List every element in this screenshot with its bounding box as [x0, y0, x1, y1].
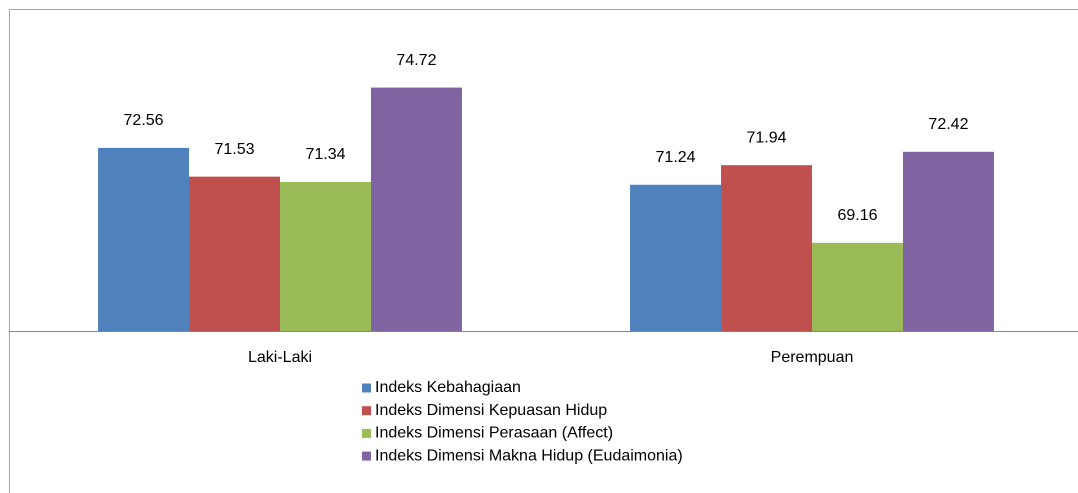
bar	[902, 151, 994, 331]
value-label: 71.24	[656, 149, 696, 166]
bar	[189, 176, 280, 331]
value-label: 74.72	[396, 52, 436, 69]
legend-swatch	[362, 428, 371, 438]
value-label: 69.16	[837, 207, 877, 224]
bar	[812, 242, 903, 331]
legend-label: Indeks Kebahagiaan	[375, 379, 521, 396]
value-label: 71.53	[214, 141, 254, 158]
legend-label: Indeks Dimensi Kepuasan Hidup	[375, 402, 607, 419]
bar	[280, 181, 371, 331]
value-label: 72.56	[124, 112, 164, 129]
value-label: 71.94	[746, 129, 786, 146]
legend-label: Indeks Dimensi Makna Hidup (Eudaimonia)	[375, 447, 683, 464]
legend-label: Indeks Dimensi Perasaan (Affect)	[375, 425, 613, 442]
bar	[370, 87, 462, 331]
value-label: 72.42	[928, 116, 968, 133]
bar	[721, 165, 812, 331]
bar	[98, 147, 190, 331]
legend-swatch	[362, 383, 371, 393]
legend-swatch	[362, 406, 371, 416]
value-label: 71.34	[305, 146, 345, 163]
x-tick-label: Perempuan	[771, 349, 854, 366]
x-tick-label: Laki-Laki	[248, 349, 312, 366]
bar	[630, 184, 722, 331]
legend-swatch	[362, 451, 371, 461]
